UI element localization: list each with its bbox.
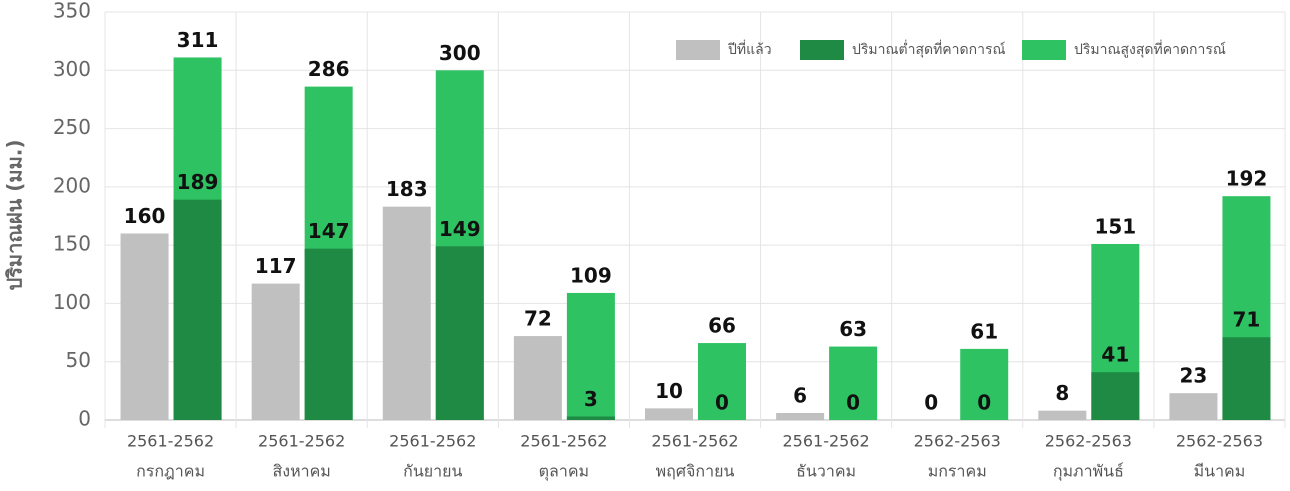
x-tick-label: กุมภาพันธ์ xyxy=(1053,462,1124,482)
bar xyxy=(251,283,300,420)
x-tick-label: 2562-2563 xyxy=(1176,432,1263,451)
x-tick-label: ธันวาคม xyxy=(796,462,856,481)
bar xyxy=(304,248,353,420)
bar xyxy=(776,413,825,420)
bar xyxy=(120,233,169,420)
x-tick-label: 2562-2563 xyxy=(1045,432,1132,451)
y-axis-label: ปริมาณฝน (มม.) xyxy=(3,139,27,290)
y-tick-label: 200 xyxy=(53,173,91,197)
x-tick-label: 2561-2562 xyxy=(258,432,345,451)
bar xyxy=(960,348,1009,420)
legend-swatch xyxy=(676,40,720,60)
value-label: 72 xyxy=(524,307,552,331)
value-label: 41 xyxy=(1101,343,1129,367)
bar xyxy=(382,206,431,420)
value-label: 63 xyxy=(839,317,867,341)
value-label: 71 xyxy=(1233,308,1261,332)
x-tick-label: กันยายน xyxy=(403,462,462,481)
legend-label: ปีที่แล้ว xyxy=(728,40,772,58)
value-label: 61 xyxy=(970,319,998,343)
value-label: 147 xyxy=(308,219,350,243)
value-label: 10 xyxy=(655,379,683,403)
y-tick-label: 100 xyxy=(53,290,91,314)
bar xyxy=(173,199,222,420)
bar xyxy=(566,292,615,420)
bar xyxy=(1169,393,1218,420)
value-label: 183 xyxy=(386,177,428,201)
x-tick-label: 2561-2562 xyxy=(651,432,738,451)
bar xyxy=(513,336,562,420)
value-label: 149 xyxy=(439,217,481,241)
value-label: 23 xyxy=(1180,364,1208,388)
value-label: 109 xyxy=(570,263,612,287)
x-tick-label: 2561-2562 xyxy=(783,432,870,451)
value-label: 151 xyxy=(1094,214,1136,238)
y-tick-label: 0 xyxy=(78,407,91,431)
y-tick-label: 300 xyxy=(53,57,91,81)
value-label: 0 xyxy=(924,391,938,415)
bar xyxy=(829,346,878,420)
legend-swatch xyxy=(800,40,844,60)
value-label: 160 xyxy=(124,204,166,228)
x-tick-label: พฤศจิกายน xyxy=(656,462,735,481)
value-label: 3 xyxy=(584,387,598,411)
value-label: 117 xyxy=(255,254,297,278)
value-label: 189 xyxy=(177,170,219,194)
y-tick-label: 50 xyxy=(66,348,91,372)
value-label: 8 xyxy=(1055,381,1069,405)
x-tick-label: 2562-2563 xyxy=(914,432,1001,451)
legend-label: ปริมาณสูงสุดที่คาดการณ์ xyxy=(1074,40,1226,58)
x-tick-label: ตุลาคม xyxy=(539,462,589,482)
value-label: 0 xyxy=(715,391,729,415)
value-label: 286 xyxy=(308,57,350,81)
x-tick-label: สิงหาคม xyxy=(272,462,330,481)
bar xyxy=(698,343,746,420)
x-tick-label: 2561-2562 xyxy=(127,432,214,451)
x-tick-label: มีนาคม xyxy=(1194,462,1246,481)
x-tick-label: 2561-2562 xyxy=(389,432,476,451)
value-label: 6 xyxy=(793,384,807,408)
value-label: 0 xyxy=(977,391,991,415)
bar xyxy=(1091,372,1140,420)
bar xyxy=(645,408,693,420)
value-label: 311 xyxy=(177,28,219,52)
bar xyxy=(1038,410,1087,420)
bar xyxy=(566,416,615,420)
x-tick-label: มกราคม xyxy=(928,462,987,481)
value-label: 0 xyxy=(846,391,860,415)
value-label: 66 xyxy=(708,314,736,338)
x-tick-label: กรกฎาคม xyxy=(136,462,205,481)
value-label: 300 xyxy=(439,41,481,65)
y-tick-label: 350 xyxy=(53,0,91,23)
bar xyxy=(435,246,484,420)
value-label: 192 xyxy=(1226,167,1268,191)
bar xyxy=(1222,337,1271,420)
y-tick-label: 250 xyxy=(53,115,91,139)
legend-label: ปริมาณต่ำสุดที่คาดการณ์ xyxy=(852,40,1005,58)
legend-swatch xyxy=(1022,40,1066,60)
x-tick-label: 2561-2562 xyxy=(520,432,607,451)
y-tick-label: 150 xyxy=(53,232,91,256)
